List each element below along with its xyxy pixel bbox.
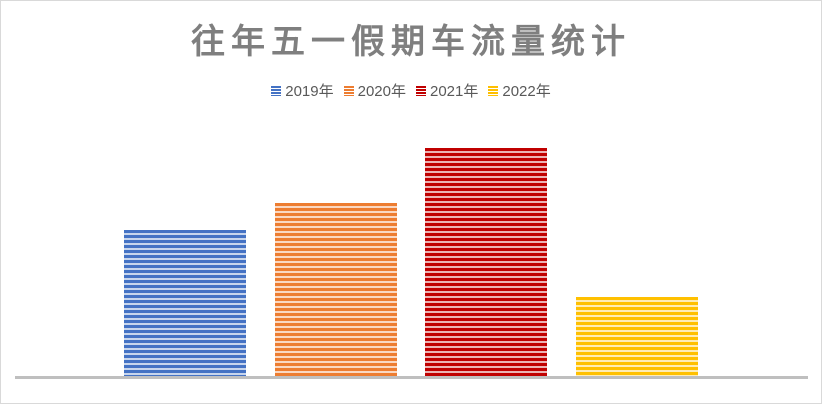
legend-label: 2019年 (285, 83, 334, 100)
x-axis-line (15, 376, 808, 379)
legend-label: 2021年 (430, 83, 479, 100)
legend-item-2022[interactable]: 2022年 (488, 80, 551, 101)
chart-title: 往年五一假期车流量统计 (191, 22, 631, 62)
legend-label: 2020年 (357, 83, 406, 100)
legend-swatch-icon (271, 85, 282, 96)
legend-item-2021[interactable]: 2021年 (416, 80, 478, 101)
bar-2019[interactable] (124, 230, 246, 377)
legend-item-2019[interactable]: 2019年 (271, 80, 334, 101)
bar-2022[interactable] (576, 297, 698, 377)
legend-swatch-icon (416, 85, 426, 96)
legend: 2019年 2020年 2021年 2022年 (0, 80, 822, 101)
legend-swatch-icon (488, 85, 499, 96)
legend-item-2020[interactable]: 2020年 (343, 80, 406, 101)
legend-swatch-icon (343, 85, 354, 96)
bar-2020[interactable] (275, 203, 397, 377)
bar-2021[interactable] (425, 148, 547, 377)
legend-label: 2022年 (502, 83, 551, 100)
